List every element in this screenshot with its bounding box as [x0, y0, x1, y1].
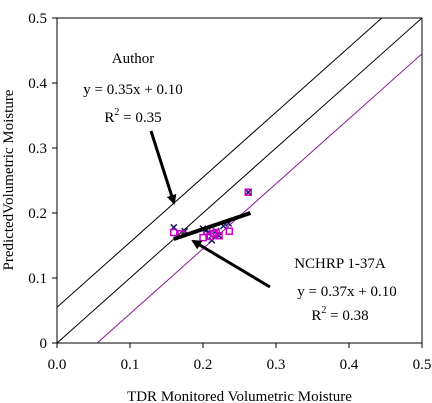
annotation-nchrp-r2: R2 = 0.38 — [311, 305, 368, 324]
square-marker-point — [210, 230, 218, 238]
annotation-author-title: Author — [112, 51, 155, 67]
arrow-author — [149, 130, 177, 205]
square-marker-point — [215, 232, 223, 240]
annotation-author-equation: y = 0.35x + 0.10 — [83, 82, 182, 98]
x-marker-point — [244, 188, 252, 196]
x-tick-label: 0.3 — [267, 357, 286, 373]
y-tick-label: 0.4 — [28, 76, 47, 92]
trendlines — [173, 211, 252, 241]
trendline — [173, 211, 252, 241]
square-marker-point — [244, 188, 253, 196]
reference-lines — [57, 18, 422, 343]
x-marker-stroke — [219, 222, 227, 230]
reference-line-3 — [96, 53, 422, 343]
x-tick-label: 0.1 — [121, 357, 140, 373]
reference-line-1 — [57, 18, 383, 308]
reference-line-2 — [57, 18, 422, 343]
x-tick-label: 0.5 — [413, 357, 432, 373]
y-tick-label: 0 — [40, 336, 48, 352]
x-axis: 0.0 0.1 0.2 0.3 0.4 0.5 — [48, 343, 432, 373]
y-tick-label: 0.2 — [28, 206, 47, 222]
square-marker-point — [199, 233, 207, 242]
x-tick-label: 0.2 — [194, 357, 213, 373]
square-marker-point — [225, 227, 234, 235]
annotation-nchrp-title: NCHRP 1-37A — [294, 256, 386, 272]
square-marker-point — [170, 228, 178, 237]
arrow-nchrp — [191, 239, 271, 289]
plot-frame — [56, 17, 423, 344]
x-tick-label: 0.0 — [48, 357, 67, 373]
y-tick-label: 0.5 — [28, 11, 47, 27]
y-tick-label: 0.1 — [28, 271, 47, 287]
annotation-author-r2: R2 = 0.35 — [104, 107, 161, 126]
x-tick-label: 0.4 — [340, 357, 359, 373]
x-axis-label: TDR Monitored Volumetric Moisture — [127, 389, 352, 403]
y-axis: 0 0.1 0.2 0.3 0.4 0.5 — [28, 11, 57, 352]
annotation-nchrp-equation: y = 0.37x + 0.10 — [297, 284, 396, 300]
x-marker-stroke — [244, 188, 252, 196]
annotation-nchrp: NCHRP 1-37A y = 0.37x + 0.10 R2 = 0.38 — [294, 256, 396, 324]
annotation-author: Author y = 0.35x + 0.10 R2 = 0.35 — [83, 51, 182, 126]
y-tick-label: 0.3 — [28, 141, 47, 157]
y-axis-label: PredictedVolumetric Moisture — [1, 89, 17, 270]
